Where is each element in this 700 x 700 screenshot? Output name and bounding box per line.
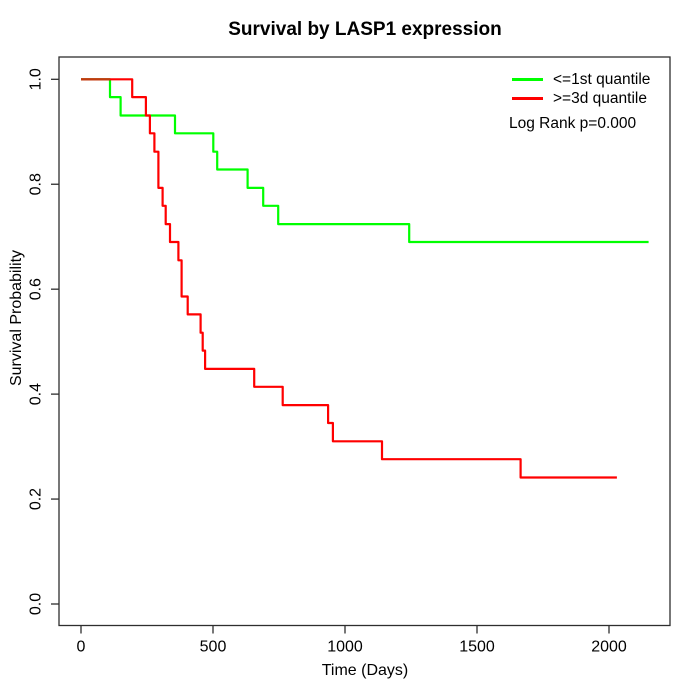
x-axis-label: Time (Days) [321,662,409,679]
y-tick-label: 0.8 [28,173,45,195]
y-tick-label: 0.6 [28,278,45,300]
legend-entry-low: <=1st quantile [509,70,650,89]
y-tick-label: 0.0 [28,593,45,615]
survival-curve-low [81,78,649,244]
y-tick-label: 1.0 [28,68,45,90]
x-tick-label: 2000 [591,639,627,656]
x-tick-label: 1000 [327,639,363,656]
chart-title: Survival by LASP1 expression [228,19,502,40]
legend: <=1st quantile >=3d quantile Log Rank p=… [509,70,650,133]
y-tick-label: 0.4 [28,383,45,405]
x-tick-label: 0 [77,639,86,656]
x-tick-label: 500 [200,639,227,656]
legend-label-high: >=3d quantile [553,89,647,107]
x-tick-label: 1500 [459,639,495,656]
legend-swatch-high-icon [512,97,543,100]
survival-curve-high [81,78,617,479]
legend-entry-high: >=3d quantile [509,89,650,108]
legend-swatch-low-icon [512,78,543,81]
y-tick-label: 0.2 [28,488,45,510]
y-axis-label: Survival Probability [8,249,25,387]
logrank-pvalue: Log Rank p=0.000 [509,115,637,132]
legend-label-low: <=1st quantile [553,70,651,88]
plot-border [58,56,671,627]
